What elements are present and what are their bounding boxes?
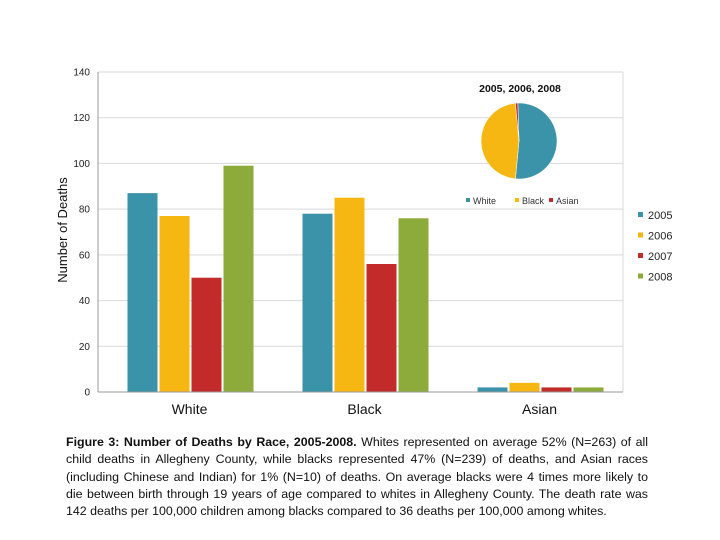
pie-legend-swatch-asian xyxy=(549,198,553,202)
x-category-label: Asian xyxy=(522,401,557,417)
caption-title: Figure 3: Number of Deaths by Race, 2005… xyxy=(66,435,357,449)
bar-white-2006 xyxy=(159,216,190,392)
caption-text: Whites represented on average 52% (N=263… xyxy=(66,435,649,519)
bar-asian-2008 xyxy=(573,387,604,392)
legend-swatch-2005 xyxy=(638,212,643,217)
pie-legend-label: Black xyxy=(522,196,545,206)
figure-caption: Figure 3: Number of Deaths by Race, 2005… xyxy=(66,434,648,520)
pie-legend-label: Asian xyxy=(556,196,579,206)
pie-legend-label: White xyxy=(473,196,496,206)
pie-legend: White Black Asian xyxy=(466,196,579,206)
legend-swatch-2008 xyxy=(638,273,643,279)
bar-asian-2005 xyxy=(477,387,508,392)
pie-legend-swatch-white xyxy=(466,198,470,202)
bar-asian-2006 xyxy=(509,382,540,392)
bar-black-2005 xyxy=(302,213,333,392)
bar-chart: 0 20 40 60 80 100 120 140 White Black Asian Numbe… xyxy=(55,68,672,418)
bar-black-2006 xyxy=(334,197,365,392)
pie-slice-white xyxy=(515,102,558,180)
y-tick-label: 40 xyxy=(79,296,91,307)
bar-white-2008 xyxy=(223,165,254,392)
pie-slices xyxy=(480,102,558,180)
x-category-label: White xyxy=(172,401,208,417)
bar-white-2007 xyxy=(191,277,222,392)
y-tick-label: 80 xyxy=(79,205,91,216)
y-tick-label: 140 xyxy=(73,68,90,79)
y-tick-label: 100 xyxy=(73,159,90,170)
pie-title: 2005, 2006, 2008 xyxy=(479,83,561,95)
bar-legend: 2005 2006 2007 2008 xyxy=(638,210,672,284)
bars xyxy=(127,165,604,392)
y-tick-label: 60 xyxy=(79,250,91,261)
bar-white-2005 xyxy=(127,193,158,392)
legend-swatch-2006 xyxy=(638,232,643,238)
bar-black-2007 xyxy=(366,264,397,392)
x-axis-categories: White Black Asian xyxy=(172,401,557,417)
pie-legend-swatch-black xyxy=(515,198,519,202)
bar-asian-2007 xyxy=(541,387,572,392)
legend-label: 2005 xyxy=(648,210,672,222)
legend-label: 2006 xyxy=(648,231,672,243)
pie-slice-asian xyxy=(515,102,520,142)
bar-black-2008 xyxy=(398,218,429,392)
x-category-label: Black xyxy=(347,401,382,417)
y-tick-label: 120 xyxy=(73,113,90,124)
legend-label: 2007 xyxy=(648,251,672,263)
pie-chart: 2005, 2006, 2008 White Black Asian xyxy=(466,83,579,206)
legend-swatch-2007 xyxy=(638,253,643,258)
pie-slice-black xyxy=(480,102,520,180)
y-tick-label: 20 xyxy=(79,342,91,353)
legend-label: 2008 xyxy=(648,272,672,284)
y-axis-label: Number of Deaths xyxy=(55,177,70,283)
y-axis-ticks: 0 20 40 60 80 100 120 140 xyxy=(73,68,90,399)
y-tick-label: 0 xyxy=(84,388,90,399)
